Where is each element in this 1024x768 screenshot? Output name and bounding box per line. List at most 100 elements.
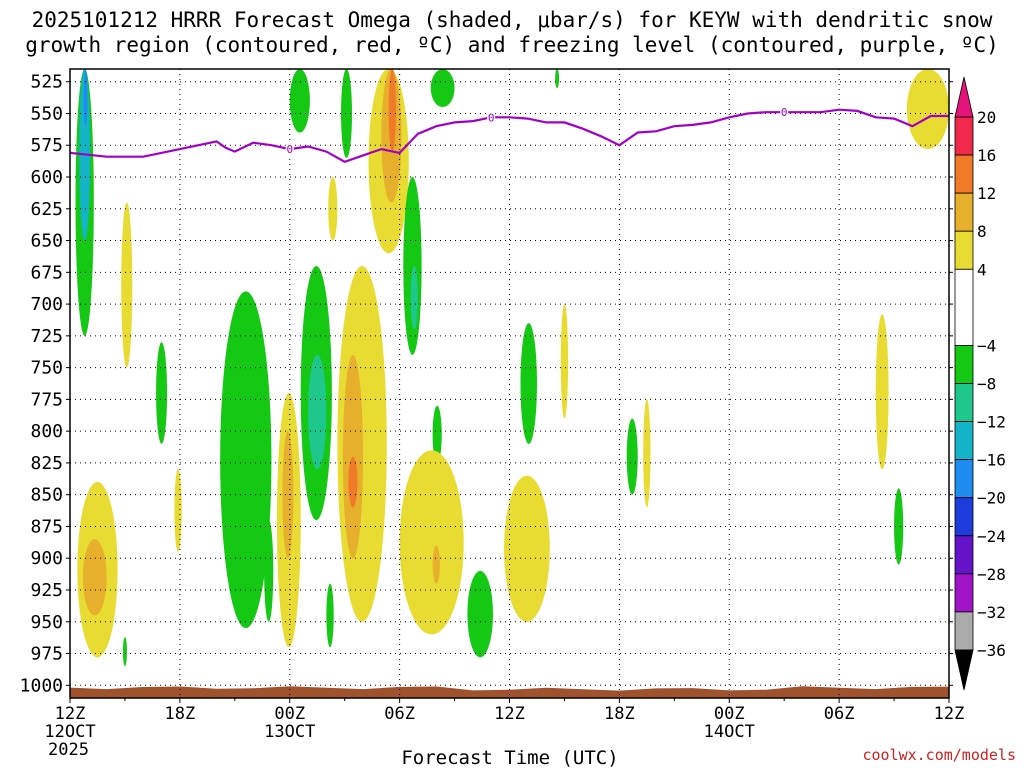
y-axis: 525 550 575 600 625 650 675 700 725 750 775 800 825 8… [20,72,953,696]
y-tick-label-825: 825 [30,453,63,474]
y-tick-label-925: 925 [30,580,63,601]
omega-region-orange-small-3 [432,545,440,584]
omega-region-yellow-top-right [906,69,949,150]
omega-region-yellow-top [328,177,338,241]
freezing-level-label: 0 [286,143,293,156]
colorbar-bin--20 [954,459,974,499]
omega-region-orange-core [348,456,358,508]
y-tick-label-800: 800 [30,421,63,442]
omega-region-seagreen-col-2 [410,265,418,330]
omega-region-green-10z [894,488,904,565]
colorbar-label-3: 8 [977,222,987,241]
colorbar-label-2: 12 [977,184,996,203]
y-tick-label-525: 525 [30,72,63,93]
colorbar-label-10: −24 [977,527,1006,546]
x-tick-label-4: 12Z [494,704,525,724]
freezing-level-label: 0 [488,111,495,124]
x-tick-date-6: 14OCT [704,722,755,742]
watermark: coolwx.com/models [862,746,1016,764]
y-tick-label-650: 650 [30,231,63,252]
colorbar-bottom-arrow [954,649,974,691]
omega-region-green-17z [626,418,638,495]
colorbar-label-0: 20 [977,108,996,127]
colorbar-bin--28 [954,535,974,575]
colorbar-bin--8 [954,345,974,384]
colorbar-bin--12 [954,383,974,422]
x-axis-label: Forecast Time (UTC) [401,747,618,768]
freezing-level-label-bg [487,111,496,124]
omega-region-yellow-12z [504,475,550,622]
omega-region-green-top-1 [289,69,310,133]
y-tick-label-900: 900 [30,548,63,569]
y-tick-label-600: 600 [30,167,63,188]
omega-region-yellow-3 [174,469,182,552]
omega-region-green-top-2 [341,69,353,158]
x-tick-label-7: 06Z [824,704,855,724]
x-tick-label-3: 06Z [384,704,415,724]
y-tick-label-550: 550 [30,103,63,124]
colorbar-label-11: −28 [977,565,1006,584]
plot-background [70,69,949,698]
y-tick-label-875: 875 [30,516,63,537]
omega-region-green-small-1 [264,520,274,622]
x-tick-label-8: 12Z [934,704,965,724]
colorbar-bin--36 [954,611,974,651]
x-tick-label-1: 18Z [165,704,196,724]
colorbar-label-9: −20 [977,489,1006,508]
omega-region-orange-lower-left [82,539,107,616]
colorbar-bin-12 [954,154,974,194]
omega-region-green-tiny-top [555,69,560,89]
chart-title-line-2: growth region (contoured, red, ºC) and f… [25,33,999,57]
freezing-level-label-bg [780,106,789,119]
colorbar-bin-8 [954,192,974,232]
omega-region-green-3 [156,342,168,444]
omega-region-green-tiny-low [122,637,127,667]
omega-region-yellow-lower-3 [399,450,464,635]
colorbar: 20 16 12 8 4 −4 −8 −12 −16 −20 −24 −28 −32 −36 [954,76,1006,691]
freezing-level-label: 0 [781,106,788,119]
x-tick-date-2: 13OCT [264,722,315,742]
y-tick-label-750: 750 [30,358,63,379]
x-tick-label-0: 12Z [55,704,86,724]
freezing-level-line [70,108,949,164]
omega-region-green-small-3 [432,405,442,463]
colorbar-label-12: −32 [977,603,1006,622]
chart-title-line-1: 2025101212 HRRR Forecast Omega (shaded, … [31,8,993,32]
colorbar-label-13: −36 [977,641,1006,660]
colorbar-bin-16 [954,116,974,156]
y-tick-label-950: 950 [30,612,63,633]
y-tick-label-775: 775 [30,389,63,410]
omega-region-seagreen-mid [308,354,327,470]
x-tick-date-0: 12OCT [44,722,95,742]
colorbar-label-4: 4 [977,260,987,279]
y-tick-label-725: 725 [30,326,63,347]
omega-region-orange-mid [282,431,294,559]
colorbar-bin--24 [954,497,974,537]
colorbar-label-1: 16 [977,146,996,165]
omega-region-orange-top-core [388,69,396,152]
omega-region-blue-col-left [83,69,88,127]
colorbar-bin--4 [954,268,974,346]
omega-region-green-top-3 [430,69,455,108]
y-tick-label-1000: 1000 [20,675,63,696]
x-tick-year-0: 2025 [48,740,89,760]
colorbar-label-6: −8 [977,375,996,394]
x-tick-label-5: 18Z [604,704,635,724]
y-tick-label-675: 675 [30,262,63,283]
omega-region-yellow-2 [121,202,133,368]
omega-region-green-small-2 [326,583,334,648]
colorbar-label-7: −12 [977,413,1006,432]
colorbar-label-5: −4 [977,336,996,355]
plot-area [70,69,949,698]
colorbar-bin-4 [954,230,974,270]
omega-region-yellow-19z [643,399,651,508]
colorbar-bin--16 [954,421,974,461]
y-tick-label-850: 850 [30,485,63,506]
omega-region-green-big [220,291,272,629]
omega-shading-layer [75,69,949,667]
x-tick-label-2: 00Z [274,704,305,724]
y-tick-label-625: 625 [30,199,63,220]
omega-region-green-lower-3 [467,570,494,658]
